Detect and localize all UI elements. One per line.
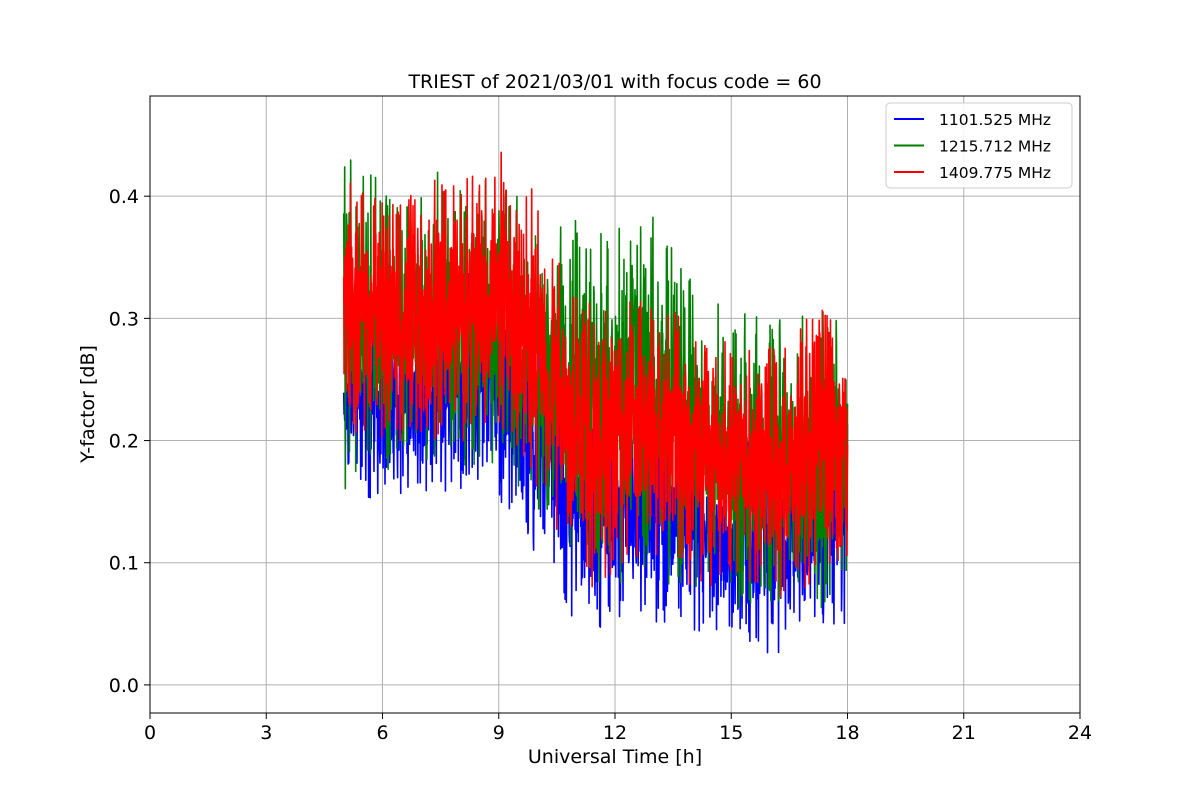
x-tick-label: 15 [719,722,743,744]
legend-label: 1409.775 MHz [939,164,1051,182]
x-tick-label: 12 [603,722,627,744]
legend-label: 1101.525 MHz [939,111,1051,129]
y-tick-label: 0.0 [109,675,139,697]
x-tick-label: 18 [835,722,859,744]
chart-title: TRIEST of 2021/03/01 with focus code = 6… [407,71,821,93]
x-tick-label: 9 [493,722,505,744]
x-tick-label: 3 [260,722,272,744]
x-axis: 0 3 6 9 12 15 18 21 24 [144,713,1092,744]
legend-label: 1215.712 MHz [939,138,1051,156]
x-tick-label: 24 [1068,722,1092,744]
x-tick-label: 6 [376,722,388,744]
x-axis-label: Universal Time [h] [528,746,702,768]
y-axis-label: Y-factor [dB] [77,345,99,464]
legend-box [885,102,1073,189]
series-line [342,151,849,598]
y-tick-label: 0.4 [109,186,139,208]
legend: 1101.525 MHz 1215.712 MHz 1409.775 MHz [885,102,1073,189]
x-tick-label: 0 [144,722,156,744]
y-axis: 0.0 0.1 0.2 0.3 0.4 [109,186,150,697]
series-layer [342,151,849,654]
x-tick-label: 21 [952,722,976,744]
y-tick-label: 0.1 [109,553,139,575]
y-tick-label: 0.2 [109,431,139,453]
y-tick-label: 0.3 [109,308,139,330]
